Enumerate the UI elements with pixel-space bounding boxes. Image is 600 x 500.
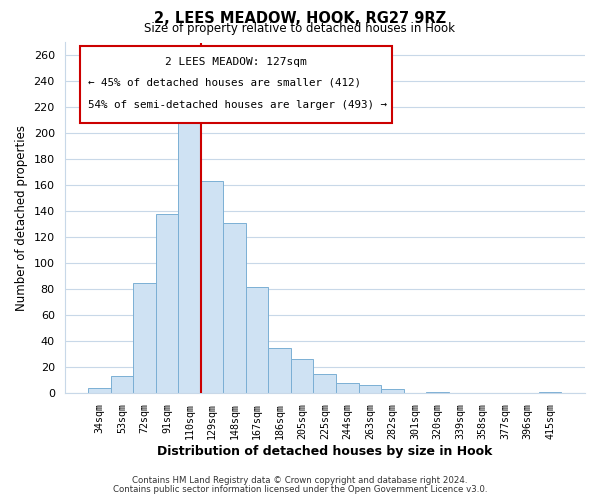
- Bar: [111, 376, 133, 393]
- Y-axis label: Number of detached properties: Number of detached properties: [15, 125, 28, 311]
- Text: Contains public sector information licensed under the Open Government Licence v3: Contains public sector information licen…: [113, 485, 487, 494]
- Bar: [426, 392, 449, 393]
- Bar: [201, 182, 223, 393]
- Bar: [178, 122, 201, 393]
- X-axis label: Distribution of detached houses by size in Hook: Distribution of detached houses by size …: [157, 444, 493, 458]
- Text: Size of property relative to detached houses in Hook: Size of property relative to detached ho…: [145, 22, 455, 35]
- Bar: [539, 392, 562, 393]
- Bar: [156, 214, 178, 393]
- Bar: [359, 386, 381, 393]
- Bar: [133, 283, 156, 393]
- Text: 2, LEES MEADOW, HOOK, RG27 9RZ: 2, LEES MEADOW, HOOK, RG27 9RZ: [154, 11, 446, 26]
- Text: 2 LEES MEADOW: 127sqm: 2 LEES MEADOW: 127sqm: [166, 56, 307, 66]
- Bar: [223, 223, 246, 393]
- Bar: [246, 286, 268, 393]
- Bar: [268, 348, 291, 393]
- Bar: [336, 383, 359, 393]
- Text: Contains HM Land Registry data © Crown copyright and database right 2024.: Contains HM Land Registry data © Crown c…: [132, 476, 468, 485]
- Bar: [291, 360, 313, 393]
- Bar: [381, 390, 404, 393]
- Text: 54% of semi-detached houses are larger (493) →: 54% of semi-detached houses are larger (…: [88, 100, 387, 110]
- Bar: [313, 374, 336, 393]
- Text: ← 45% of detached houses are smaller (412): ← 45% of detached houses are smaller (41…: [88, 78, 361, 88]
- Bar: [88, 388, 111, 393]
- FancyBboxPatch shape: [80, 46, 392, 123]
